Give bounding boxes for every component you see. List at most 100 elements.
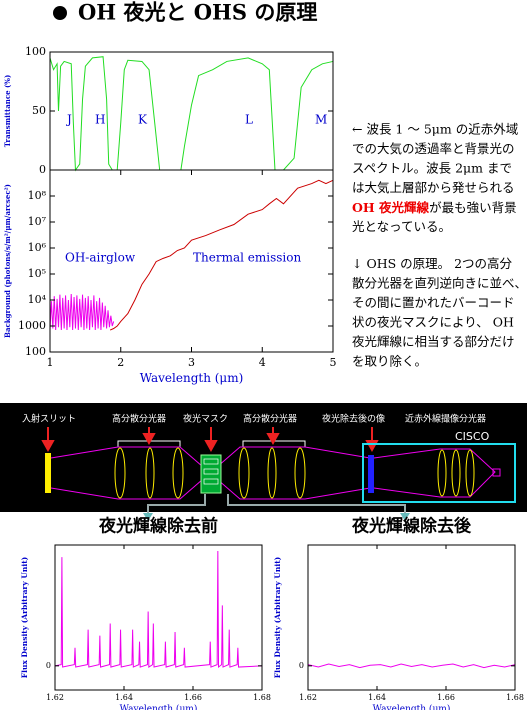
- series-line: [307, 663, 516, 669]
- arrowhead: [266, 433, 280, 446]
- chart-title: 夜光輝線除去後: [351, 516, 472, 537]
- diagram-label: 夜光除去後の像: [322, 413, 385, 425]
- annotation: Thermal emission: [193, 251, 301, 265]
- x-tick-label: 1: [47, 356, 54, 369]
- description-line: を取り除く。: [352, 354, 427, 369]
- description-line: 夜光輝線に相当する部分だけ: [352, 334, 515, 349]
- lens: [145, 447, 155, 499]
- description-text: が最も強い背景: [429, 200, 517, 215]
- y-tick-label: 100: [25, 345, 46, 358]
- x-tick-label: 1.62: [299, 693, 317, 702]
- description-line: OH 夜光輝線が最も強い背景: [352, 200, 517, 215]
- series-line: [49, 56, 334, 172]
- diagram-label: 入射スリット: [22, 413, 76, 425]
- description-line: での大気の透過率と背景光の: [352, 141, 515, 156]
- chart: 0 1.62 1.64 1.66 1.68 Wavelength (μm) Flux Den…: [273, 516, 524, 714]
- description-line: その間に置かれたバーコード: [352, 295, 515, 310]
- page-title: OH 夜光と OHS の原理: [78, 0, 317, 25]
- x-tick-label: 1.64: [368, 693, 386, 702]
- red-arrows: [41, 427, 379, 453]
- ohs-diagram: 入射スリット 高分散分光器 夜光マスク 高分散分光器 夜光除去後の像 近赤外線撮…: [0, 403, 527, 521]
- y-tick-label: 10⁵: [28, 267, 46, 280]
- arrowhead: [204, 440, 218, 453]
- y-tick-label: 10⁷: [28, 215, 47, 228]
- plot-frame: [307, 544, 516, 691]
- lens: [465, 449, 475, 497]
- annotation: K: [138, 113, 148, 127]
- x-tick-label: 2: [117, 356, 124, 369]
- diagram-label: 近赤外線撮像分光器: [405, 413, 486, 425]
- description-line: 光となっている。: [352, 219, 451, 234]
- instrument-box: [362, 443, 516, 503]
- arrowhead: [143, 513, 153, 521]
- arrowhead: [400, 513, 410, 521]
- y-tick-label: 0: [46, 661, 51, 670]
- y-tick-label: 10⁸: [28, 189, 47, 202]
- annotation: H: [95, 113, 105, 127]
- plot-frame: [54, 544, 263, 691]
- lenses: [114, 447, 475, 499]
- chart: 100 1000 10⁴ 10⁵ 10⁶ 10⁷ 10⁸ 1 2 3 4 5 Wavelength (μ…: [3, 169, 337, 385]
- result-arrows: [147, 494, 406, 515]
- oh-mask: [200, 454, 222, 494]
- x-axis-label: Wavelength (μm): [140, 371, 244, 385]
- y-tick-label: 10⁴: [28, 293, 47, 306]
- detector: [492, 468, 501, 477]
- x-axis-label: Wavelength (μm): [373, 704, 451, 710]
- lens: [238, 447, 250, 499]
- x-tick-label: 4: [259, 356, 266, 369]
- arrow: [147, 494, 206, 515]
- annotation: M: [315, 113, 327, 127]
- mask-bar: [203, 468, 219, 475]
- y-tick-label: 0: [299, 661, 304, 670]
- bullet: [53, 6, 67, 20]
- description-line: は大気上層部から発せられる: [352, 180, 515, 195]
- lens: [267, 447, 277, 499]
- lens: [294, 447, 306, 499]
- y-tick-label: 100: [25, 45, 46, 58]
- diagram-label: 高分散分光器: [112, 413, 166, 425]
- description-line: ↓ OHS の原理。 2つの高分: [352, 256, 513, 271]
- x-tick-label: 1.62: [46, 693, 64, 702]
- arrowhead: [41, 440, 55, 453]
- annotation: OH-airglow: [65, 251, 136, 265]
- x-tick-label: 5: [330, 356, 337, 369]
- x-tick-label: 1.68: [253, 693, 271, 702]
- y-axis-label: Background (photons/s/m²/μm/arcsec²): [3, 184, 12, 338]
- arrowhead: [142, 433, 156, 446]
- lens: [172, 447, 184, 499]
- lens: [114, 447, 126, 499]
- lens: [451, 449, 461, 497]
- diagram-label: 夜光マスク: [183, 413, 228, 425]
- chart: 0 50 100 Transmittance (%) J H K L M: [3, 45, 334, 176]
- series-line: [109, 179, 334, 331]
- chart: 0 1.62 1.64 1.66 1.68 Wavelength (μm) Flux Den…: [20, 516, 271, 714]
- diagram-label: 高分散分光器: [243, 413, 297, 425]
- x-tick-label: 1.64: [115, 693, 133, 702]
- x-axis-label: Wavelength (μm): [120, 704, 198, 710]
- description-line: ← 波長 1 ～ 5μm の近赤外域: [352, 122, 518, 137]
- y-tick-label: 50: [32, 104, 46, 117]
- x-tick-label: 1.68: [506, 693, 524, 702]
- description-line: 状の夜光マスクにより、 OH: [352, 315, 514, 330]
- image-plane: [368, 455, 374, 493]
- arrow: [227, 494, 406, 515]
- y-axis-label: Flux Density (Arbitrary Unit): [273, 557, 282, 678]
- plot-frame: [49, 51, 334, 171]
- description-line: 散分光器を直列逆向きに並べ、: [352, 276, 527, 291]
- lens: [437, 449, 447, 497]
- series-line: [49, 293, 115, 331]
- instrument-label: CISCO: [455, 430, 490, 443]
- x-tick-label: 1.66: [184, 693, 202, 702]
- y-tick-label: 0: [39, 163, 46, 176]
- annotation: J: [65, 113, 72, 127]
- description: ← 波長 1 ～ 5μm の近赤外域での大気の透過率と背景光のスペクトル。波長 …: [352, 122, 527, 369]
- slit: [45, 453, 51, 493]
- mask-bar: [203, 458, 219, 465]
- annotation: L: [245, 113, 253, 127]
- description-line: スペクトル。波長 2μm まで: [352, 161, 512, 176]
- mask-bar: [203, 478, 219, 485]
- y-tick-label: 1000: [18, 319, 46, 332]
